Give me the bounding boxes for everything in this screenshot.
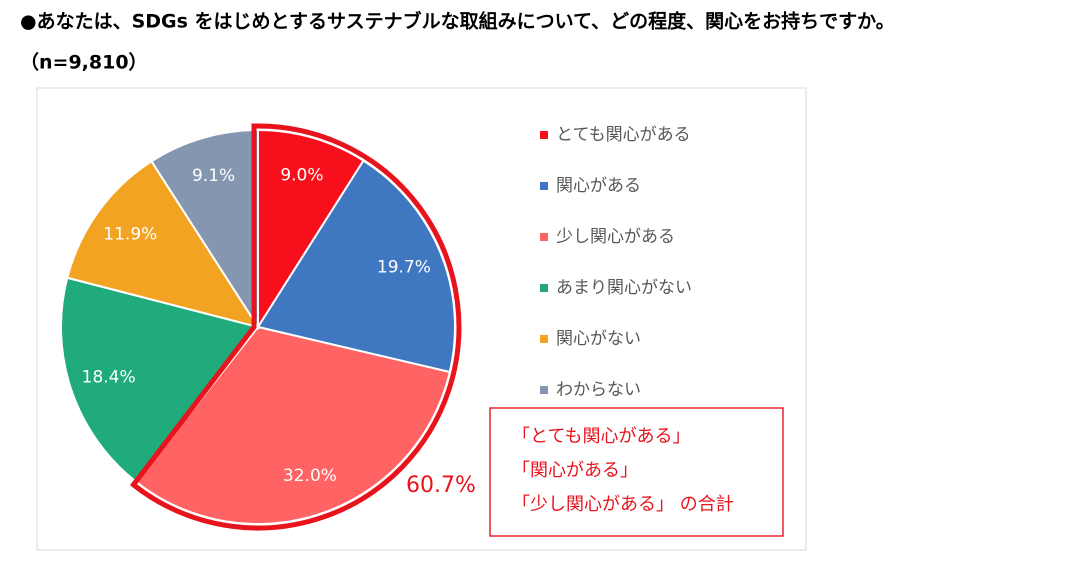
legend-label: とても関心がある xyxy=(556,125,691,145)
data-label: 32.0% xyxy=(283,466,337,486)
annotation-text: 「少し関心がある」 の合計 xyxy=(512,494,734,515)
pie-slice xyxy=(257,128,365,331)
legend-swatch xyxy=(540,182,548,190)
pie-slice xyxy=(256,159,456,374)
pie-slice xyxy=(66,159,261,329)
legend-swatch xyxy=(540,284,548,292)
highlight-outline xyxy=(129,123,462,531)
annotation-text: 「とても関心がある」 xyxy=(512,426,691,447)
legend-label: あまり関心がない xyxy=(556,278,692,298)
pie-slice xyxy=(134,325,451,525)
legend-swatch xyxy=(540,233,548,241)
pie-slice xyxy=(60,276,260,484)
legend-swatch xyxy=(540,386,548,394)
data-label: 9.1% xyxy=(192,166,235,186)
data-label: 19.7% xyxy=(377,257,431,277)
annotation-text: 「関心がある」 xyxy=(512,460,638,481)
data-label: 11.9% xyxy=(103,225,157,245)
annotation-box xyxy=(489,407,784,537)
legend-label: 少し関心がある xyxy=(556,227,675,247)
legend-swatch xyxy=(540,335,548,343)
legend-label: わからない xyxy=(556,380,641,400)
chart-subtitle: （n=9,810） xyxy=(20,51,148,74)
chart-title: ●あなたは、SDGs をはじめとするサステナブルな取組みについて、どの程度、関心… xyxy=(20,10,895,33)
data-label: 18.4% xyxy=(82,367,136,387)
legend-label: 関心がない xyxy=(556,329,641,349)
legend-swatch xyxy=(540,131,548,139)
legend-label: 関心がある xyxy=(556,176,641,196)
annotation-total: 60.7% xyxy=(406,473,476,498)
data-label: 9.0% xyxy=(280,166,323,186)
